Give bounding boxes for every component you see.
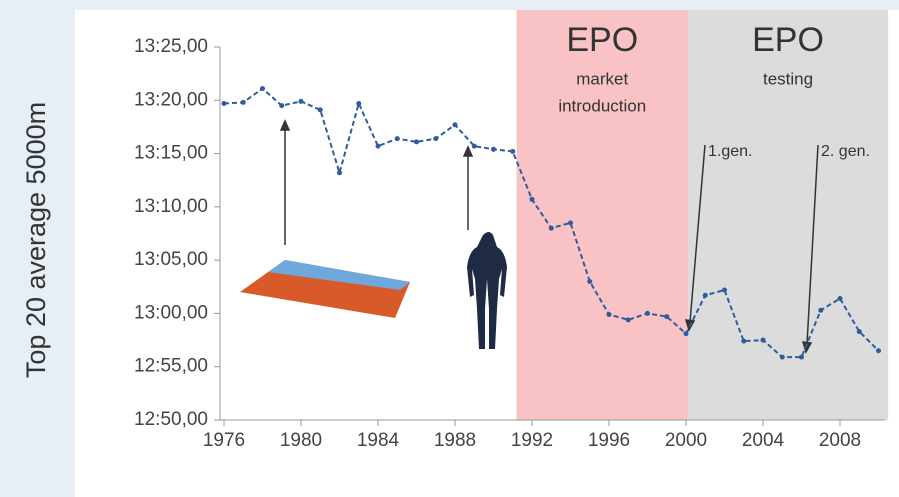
data-point	[471, 143, 477, 149]
shaded-region	[687, 10, 889, 420]
data-point	[221, 100, 227, 106]
x-tick-label: 2008	[819, 430, 861, 451]
data-point	[837, 296, 843, 302]
y-tick-label: 12:55,00	[134, 356, 208, 377]
data-point	[876, 348, 881, 354]
x-tick-label: 1976	[203, 430, 245, 451]
data-point	[645, 310, 650, 316]
x-tick-label: 2004	[742, 430, 785, 451]
data-point	[818, 307, 824, 313]
y-tick-label: 13:15,00	[134, 143, 208, 164]
data-point	[625, 317, 631, 323]
data-point	[856, 329, 862, 335]
data-point	[741, 338, 747, 344]
data-point	[568, 220, 573, 226]
data-point	[356, 100, 362, 106]
x-tick-label: 2000	[665, 430, 707, 451]
data-point	[317, 107, 323, 113]
y-tick-label: 13:05,00	[134, 249, 208, 270]
data-point	[548, 225, 554, 231]
annotation: 2. gen.	[821, 143, 870, 160]
data-point	[394, 136, 400, 142]
data-point	[279, 103, 285, 109]
x-tick-label: 1988	[434, 430, 476, 451]
data-point	[702, 292, 708, 298]
suit-picture	[467, 232, 507, 349]
region-label: testing	[763, 69, 813, 88]
data-point	[240, 99, 246, 105]
data-point	[683, 331, 689, 337]
arrows	[279, 119, 819, 354]
data-point	[375, 143, 381, 149]
y-tick-label: 13:25,00	[134, 36, 208, 57]
data-point	[779, 354, 785, 360]
data-point	[587, 278, 593, 284]
regions: EPO market introduction EPO testing	[516, 10, 889, 420]
data-point	[452, 122, 458, 128]
data-point	[529, 196, 535, 202]
y-tick-label: 13:10,00	[134, 196, 208, 217]
data-point	[760, 337, 766, 343]
y-tick-label: 13:20,00	[134, 89, 208, 110]
y-axis-label: Top 20 average 5000m	[21, 102, 51, 378]
data-point	[298, 98, 304, 104]
data-point	[414, 139, 419, 145]
y-tick-label: 13:00,00	[134, 302, 208, 323]
data-point	[433, 136, 439, 142]
desert-sky	[268, 260, 410, 290]
data-point	[606, 311, 612, 317]
data-point	[337, 170, 342, 176]
region-title: EPO	[752, 21, 824, 59]
data-point	[722, 287, 727, 293]
annotation: 1.gen.	[708, 143, 752, 160]
data-point	[491, 146, 496, 152]
region-title: EPO	[566, 21, 638, 59]
y-tick-label: 12:50,00	[134, 409, 208, 430]
x-tick-label: 1980	[280, 430, 322, 451]
data-point	[664, 314, 670, 320]
shaded-region	[516, 10, 688, 420]
desert-picture	[240, 260, 410, 318]
x-tick-label: 1992	[511, 430, 553, 451]
x-tick-label: 1996	[588, 430, 630, 451]
data-point	[799, 354, 804, 360]
data-point	[510, 148, 516, 154]
region-label: market	[576, 69, 628, 88]
data-point	[260, 86, 265, 92]
region-label: introduction	[558, 96, 646, 115]
plot: 12:50,00 12:55,00 13:00,00 13:05,00 13:10,00…	[134, 36, 881, 451]
x-tick-label: 1984	[357, 430, 400, 451]
